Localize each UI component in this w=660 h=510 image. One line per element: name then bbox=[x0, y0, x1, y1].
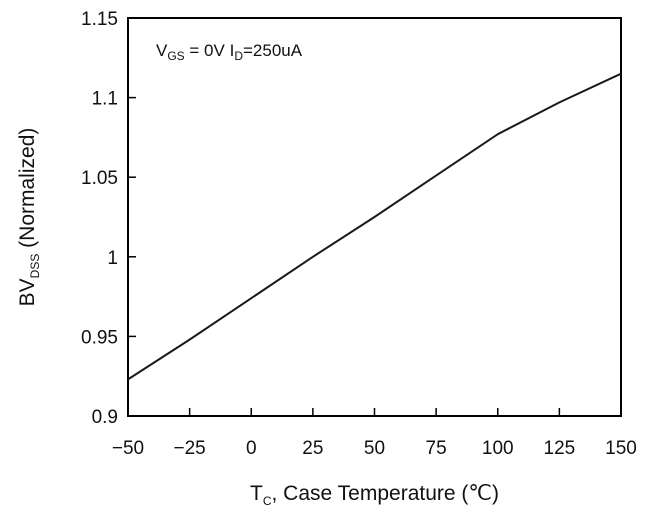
y-tick-label: 0.9 bbox=[92, 407, 118, 428]
series-layer bbox=[127, 72, 622, 381]
series-line bbox=[127, 72, 622, 381]
x-tick-label: 25 bbox=[302, 438, 323, 459]
y-axis-title-rest: (Normalized) bbox=[16, 128, 39, 254]
annotation-text: = 0V I bbox=[185, 41, 235, 60]
x-axis-title-sub: C bbox=[263, 494, 272, 508]
y-tick-group: 0.9 0.95 1 1.05 1.1 1.15 bbox=[81, 9, 136, 428]
x-tick-label: −25 bbox=[174, 438, 206, 459]
x-tick-label: 50 bbox=[364, 438, 385, 459]
x-tick-label: 0 bbox=[246, 438, 257, 459]
annotation-text: =250uA bbox=[243, 41, 303, 60]
annotation-subscript: D bbox=[234, 49, 243, 63]
annotation-subscript: GS bbox=[167, 49, 184, 63]
y-axis-title-main: BV bbox=[16, 278, 39, 306]
y-tick-label: 1 bbox=[107, 248, 118, 269]
x-tick-label: 150 bbox=[605, 438, 637, 459]
x-axis-title-rest: , Case Temperature (℃) bbox=[272, 482, 499, 505]
x-axis-title: TC, Case Temperature (℃) bbox=[250, 482, 499, 508]
x-tick-group: −50 −25 0 25 50 75 100 125 150 bbox=[112, 408, 637, 459]
y-tick-label: 1.05 bbox=[81, 168, 118, 189]
x-tick-label: 75 bbox=[426, 438, 447, 459]
x-axis-title-main: T bbox=[250, 482, 263, 505]
y-axis-title: BVDSS (Normalized) bbox=[16, 128, 42, 307]
x-tick-label: −50 bbox=[112, 438, 144, 459]
y-tick-label: 0.95 bbox=[81, 327, 118, 348]
y-tick-label: 1.1 bbox=[92, 89, 118, 110]
x-tick-label: 125 bbox=[544, 438, 576, 459]
annotation-text: V bbox=[156, 41, 168, 60]
y-axis-title-sub: DSS bbox=[28, 254, 42, 279]
legend-annotation: VGS = 0V ID=250uA bbox=[156, 41, 303, 63]
x-tick-label: 100 bbox=[482, 438, 514, 459]
y-tick-label: 1.15 bbox=[81, 9, 118, 30]
